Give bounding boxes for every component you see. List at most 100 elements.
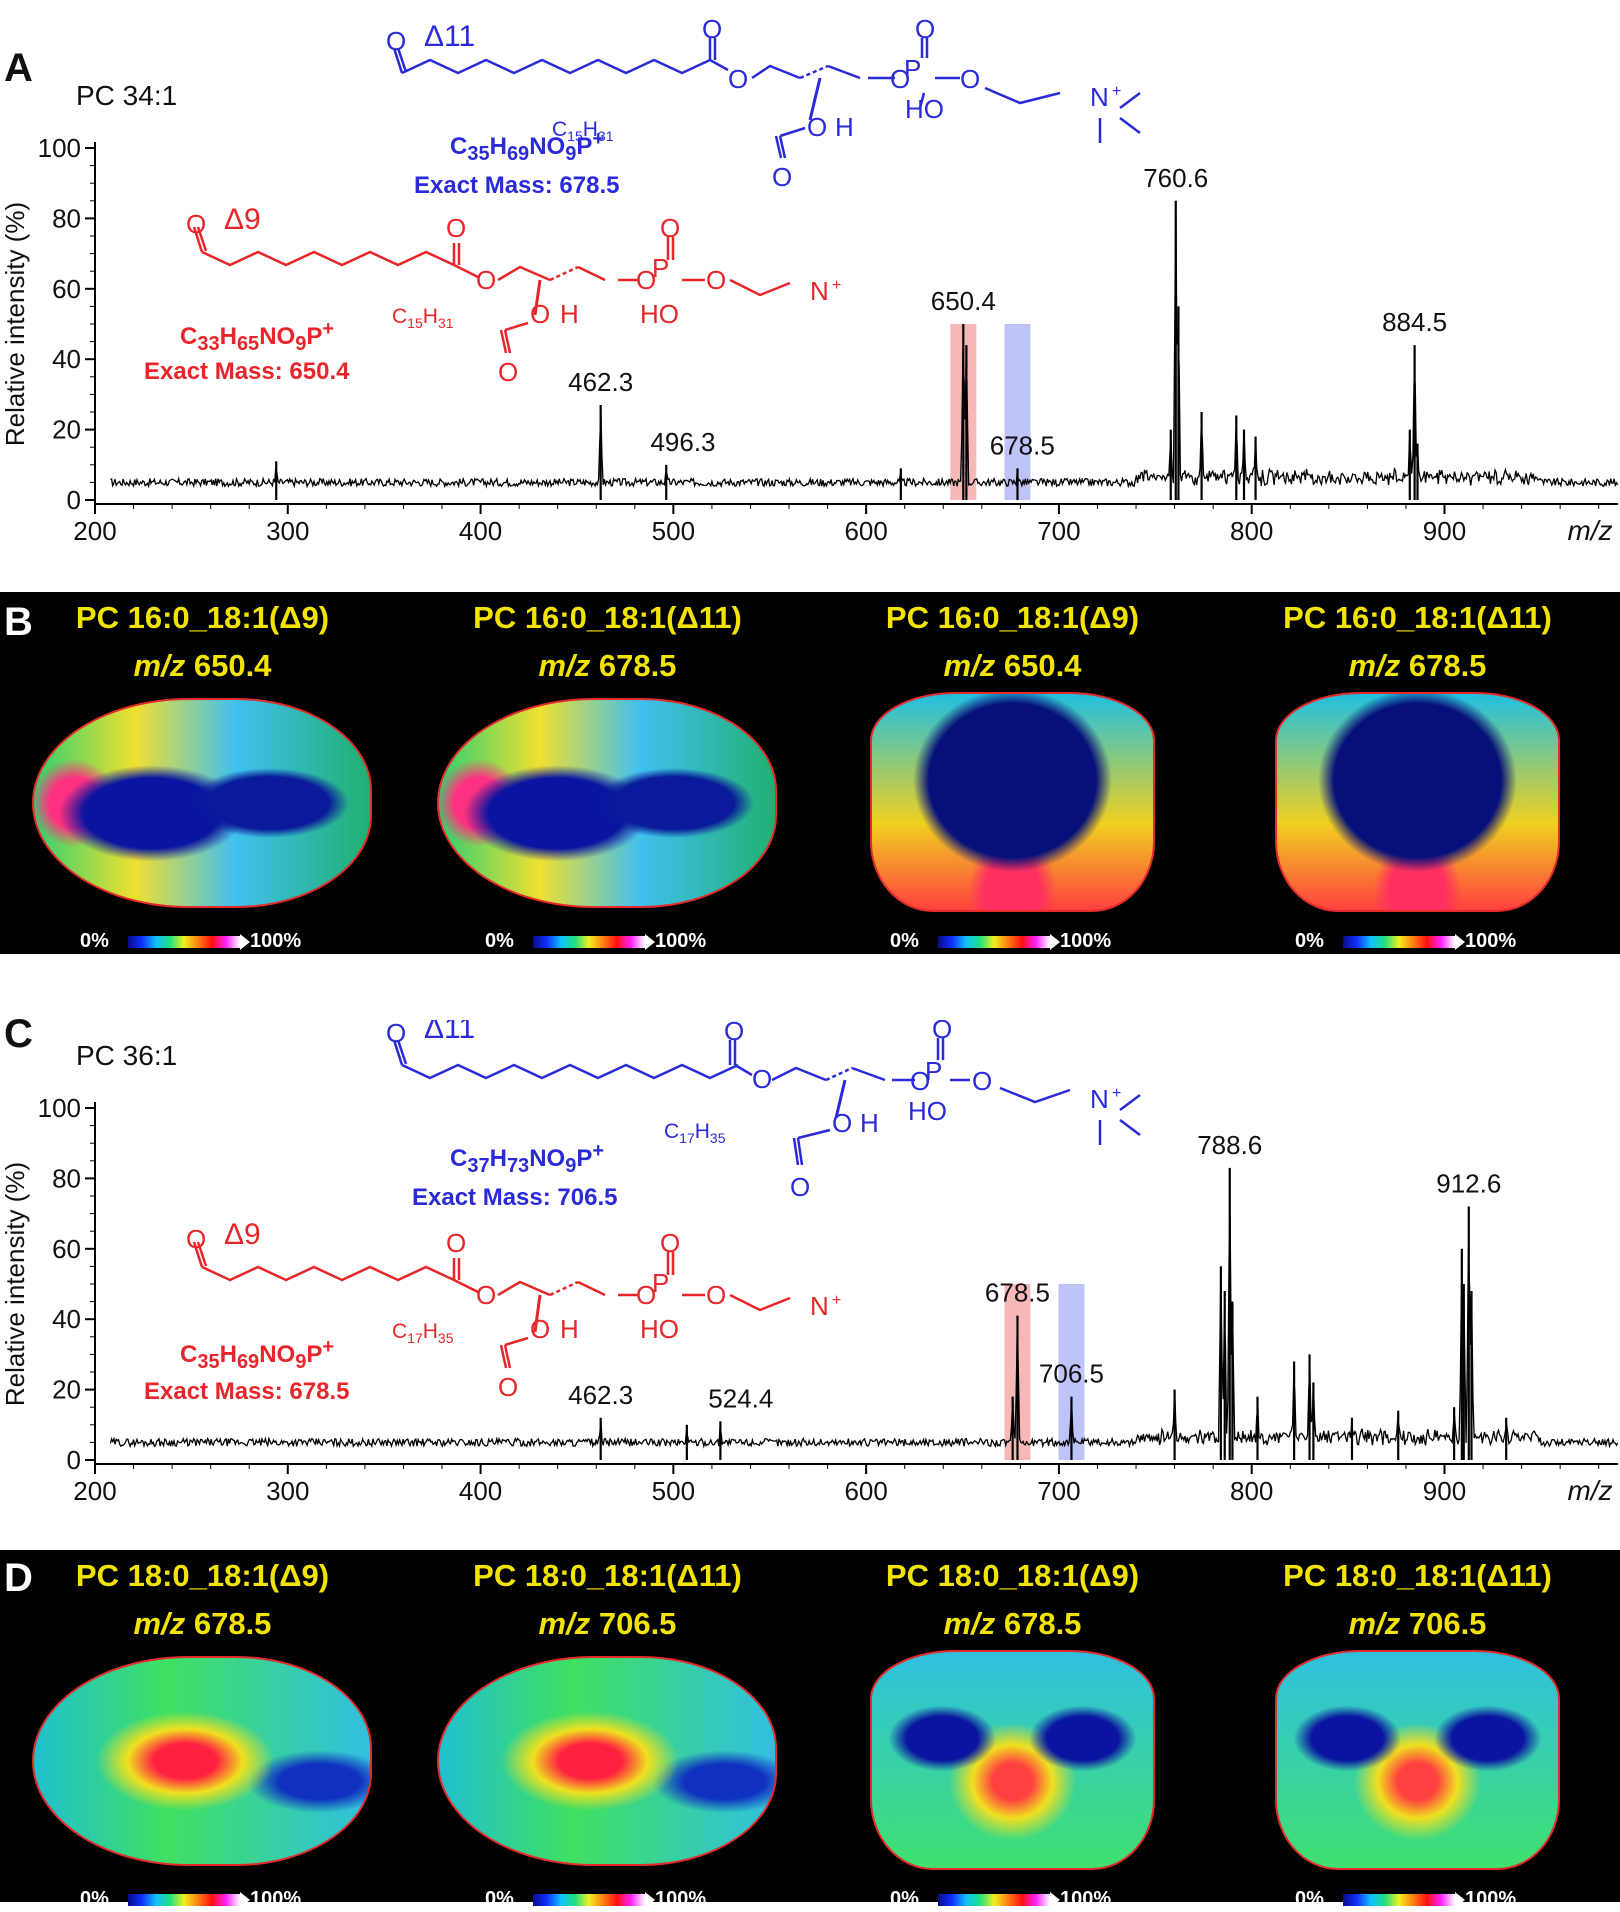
colorbar-high-label: 100% [1465,930,1517,952]
y-tick-label: 80 [52,1163,81,1193]
lipid-name: PC 18:0_18:1(Δ9) [885,1558,1140,1593]
svg-text:+: + [1112,83,1121,100]
svg-text:P: P [904,54,921,84]
colorbar-high-label: 100% [655,930,707,952]
lipid-mz: m/z 678.5 [943,1606,1082,1641]
svg-text:O: O [530,299,550,329]
svg-text:O: O [186,209,206,239]
y-tick-label: 40 [52,1304,81,1334]
colorbar-arrow-icon [645,1892,655,1908]
svg-text:O: O [752,1064,772,1094]
formula-blue-c: C37H73NO9P+ [450,1140,605,1177]
peak-label: 760.6 [1143,163,1208,193]
panel-label-c: C [4,1012,33,1056]
colorbar-high-label: 100% [655,1888,707,1910]
colorbar-arrow-icon [1050,934,1060,950]
svg-text:O: O [446,213,466,243]
lipid-name: PC 18:0_18:1(Δ11) [473,1558,742,1593]
spectrum-trace [110,200,1619,489]
svg-text:O: O [890,64,910,94]
colorbar-arrow-icon [240,1892,250,1908]
colorbar-gradient [128,936,240,948]
x-tick-label: 500 [652,516,695,546]
svg-text:O: O [706,1280,726,1310]
x-axis-label: m/z [1567,515,1612,546]
x-tick-label: 400 [459,516,502,546]
x-tick-label: 500 [652,1476,695,1506]
lipid-name: PC 16:0_18:1(Δ11) [1283,600,1552,635]
colorbar: 0% 100% [1295,930,1555,954]
lipid-mz: m/z 706.5 [1348,1606,1487,1641]
y-tick-label: 100 [38,133,81,163]
colorbar: 0% 100% [80,930,340,954]
svg-text:O: O [476,265,496,295]
mass-blue-a: Exact Mass: 678.5 [414,172,620,199]
colorbar-arrow-icon [1455,1892,1465,1908]
svg-text:HO: HO [640,1314,679,1344]
svg-text:O: O [724,1020,744,1046]
svg-text:O: O [660,213,680,243]
peak-label: 496.3 [650,427,715,457]
colorbar-gradient [533,936,645,948]
svg-text:N: N [810,1291,829,1321]
svg-text:HO: HO [905,94,944,124]
colorbar: 0% 100% [485,930,745,954]
lipid-mz: m/z 678.5 [538,648,677,683]
svg-text:H: H [560,299,579,329]
x-tick-label: 600 [844,516,887,546]
y-tick-label: 0 [67,485,81,515]
mass-red-a: Exact Mass: 650.4 [144,358,350,385]
colorbar-arrow-icon [240,934,250,950]
colorbar-gradient [533,1894,645,1906]
panel-label-d: D [4,1556,33,1600]
x-tick-label: 800 [1230,1476,1273,1506]
svg-text:O: O [446,1228,466,1258]
colorbar-low-label: 0% [80,930,109,952]
sagittal-brain-image [437,698,777,908]
spectrum-a-title: PC 34:1 [76,80,178,111]
svg-text:O: O [807,112,827,142]
colorbar-high-label: 100% [1060,930,1112,952]
x-tick-label: 700 [1037,516,1080,546]
svg-text:O: O [186,1224,206,1254]
colorbar-gradient [128,1894,240,1906]
lipid-mz: m/z 678.5 [1348,648,1487,683]
acyl-label-red-a: C15H31 [392,305,454,331]
formula-red-a: C33H65NO9P+ [180,318,335,355]
svg-text:H: H [860,1108,879,1138]
peak-label: 788.6 [1197,1130,1262,1160]
x-tick-label: 200 [73,1476,116,1506]
x-tick-label: 700 [1037,1476,1080,1506]
svg-text:O: O [498,1372,518,1402]
y-axis-label: Relative intensity (%) [0,1162,30,1406]
y-tick-label: 80 [52,203,81,233]
colorbar-gradient [1343,1894,1455,1906]
spectrum-a-chart: 462.3 496.3 650.4 678.5 760.6 884.5 0 20 40 60 80 1… [0,133,1619,546]
colorbar-gradient [938,936,1050,948]
delta9-label-c: Δ9 [224,1218,261,1251]
x-tick-label: 400 [459,1476,502,1506]
colorbar-high-label: 100% [250,930,302,952]
colorbar-high-label: 100% [1465,1888,1517,1910]
x-tick-label: 300 [266,1476,309,1506]
colorbar: 0% 100% [485,1888,745,1912]
acyl-label-red-c: C17H35 [392,1320,454,1346]
svg-text:O: O [832,1108,852,1138]
svg-text:P: P [652,253,669,283]
lipid-mz: m/z 678.5 [133,1606,272,1641]
svg-text:P: P [652,1268,669,1298]
spectrum-trace [109,1214,1619,1449]
svg-text:O: O [960,64,980,94]
y-tick-label: 40 [52,344,81,374]
peak-label: 884.5 [1382,307,1447,337]
colorbar-arrow-icon [1050,1892,1060,1908]
peak-label: 462.3 [568,367,633,397]
imaging-panel-b: PC 16:0_18:1(Δ9) m/z 650.4 0% 100% PC 16:0_1… [0,592,1620,954]
sagittal-brain-image [32,698,372,908]
svg-text:N: N [1090,1084,1109,1114]
colorbar-high-label: 100% [250,1888,302,1910]
svg-text:HO: HO [908,1096,947,1126]
